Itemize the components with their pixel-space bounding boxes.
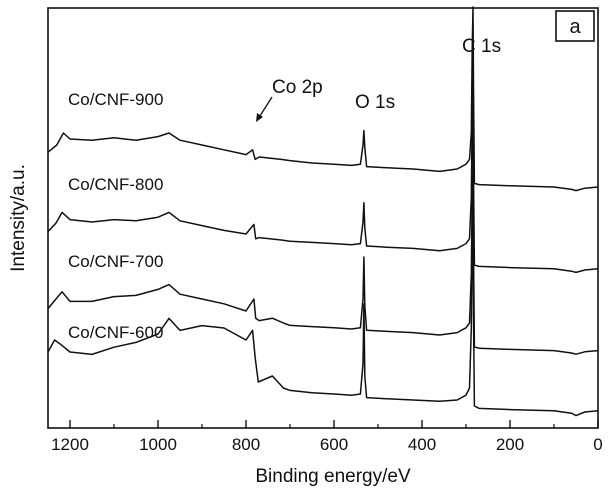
series-line	[47, 77, 599, 274]
x-axis-title: Binding energy/eV	[255, 466, 411, 487]
peak-label: O 1s	[355, 92, 395, 113]
x-tick-label: 0	[593, 435, 602, 454]
series-line	[47, 195, 599, 417]
panel-label-box: a	[555, 10, 595, 42]
series-line	[47, 6, 599, 192]
panel-label: a	[569, 16, 581, 38]
x-tick-label: 800	[232, 435, 260, 454]
x-tick-label: 400	[408, 435, 436, 454]
labels-layer: Co/CNF-900 Co/CNF-800 Co/CNF-700 Co/CNF-600…	[68, 36, 501, 342]
series-layer	[47, 6, 599, 417]
plot-frame	[47, 7, 599, 429]
y-axis-title: Intensity/a.u.	[8, 164, 29, 272]
peak-label: Co 2p	[272, 77, 323, 98]
series-label: Co/CNF-800	[68, 175, 163, 194]
peak-label: C 1s	[462, 36, 501, 57]
series-line	[47, 136, 599, 355]
series-label: Co/CNF-700	[68, 252, 163, 271]
series-label: Co/CNF-600	[68, 323, 163, 342]
x-tick-label: 1200	[51, 435, 89, 454]
co2p-arrow-head	[256, 113, 263, 122]
x-tick-label: 200	[496, 435, 524, 454]
x-tick-label: 600	[320, 435, 348, 454]
x-tick-label: 1000	[139, 435, 177, 454]
series-label: Co/CNF-900	[68, 90, 163, 109]
x-axis-ticks: 1200 1000 800 600 400 200 0	[51, 420, 603, 454]
plot-border	[47, 7, 599, 429]
